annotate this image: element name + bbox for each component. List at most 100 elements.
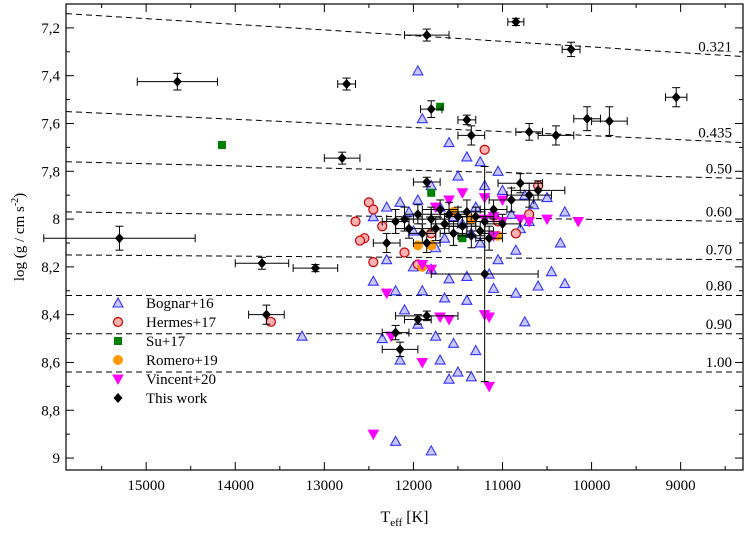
mass-track-line: [65, 161, 744, 179]
data-point: [436, 102, 445, 111]
data-point: [443, 373, 455, 384]
legend-label: Su+17: [146, 334, 186, 350]
data-point: [471, 211, 481, 222]
data-point: [475, 226, 485, 237]
y-tick-label: 7,4: [41, 69, 60, 85]
data-point: [551, 130, 561, 141]
data-point: [545, 265, 558, 277]
data-point: [456, 188, 469, 199]
data-point: [395, 344, 405, 355]
y-tick-label: 8: [53, 212, 61, 228]
data-point: [429, 330, 442, 341]
data-points: [43, 16, 688, 456]
mass-track-line: [65, 254, 744, 261]
mass-track-label: 0.90: [706, 317, 732, 333]
data-point: [398, 303, 411, 315]
data-point: [380, 200, 393, 212]
x-tick-label: 13000: [306, 478, 344, 494]
data-point: [671, 92, 681, 103]
mass-tracks: 0.321 0.435 0.50 0.60 0.70 0.80 0.90 1.00: [65, 13, 744, 373]
data-point: [380, 253, 393, 265]
data-point: [438, 232, 451, 243]
data-point: [479, 144, 490, 155]
x-axis-label: Teff [K]: [380, 509, 428, 528]
data-point: [509, 287, 522, 298]
data-point: [368, 204, 379, 215]
data-point: [261, 309, 271, 320]
data-point: [462, 114, 472, 125]
data-point: [417, 228, 427, 239]
mass-track-line: [65, 211, 744, 222]
data-point: [474, 155, 487, 167]
legend: Bognar+16 Hermes+17 Su+17 Romero+19 Vincent+…: [112, 296, 218, 407]
data-point: [413, 314, 423, 325]
y-tick-label: 8,6: [41, 355, 60, 371]
data-point: [458, 234, 467, 243]
data-point: [558, 277, 571, 289]
data-point: [460, 294, 473, 305]
data-point: [416, 112, 429, 124]
data-point: [460, 270, 473, 281]
mass-track-label: 0.60: [706, 204, 732, 220]
series-su-17: [217, 102, 467, 243]
x-tick-label: 11000: [484, 478, 521, 494]
data-point: [363, 197, 374, 208]
legend-marker: [114, 337, 122, 345]
legend-marker: [112, 374, 124, 386]
data-point: [466, 130, 476, 141]
mass-track-label: 0.50: [706, 161, 732, 177]
y-tick-label: 7,2: [41, 21, 60, 37]
data-point: [416, 259, 429, 271]
data-point: [217, 140, 226, 149]
data-point: [541, 214, 553, 226]
data-point: [435, 204, 445, 215]
data-point: [505, 208, 518, 219]
data-point: [434, 312, 446, 324]
x-tick-label: 9000: [666, 478, 696, 494]
data-point: [483, 381, 495, 393]
data-point: [447, 337, 460, 348]
data-point: [440, 218, 450, 229]
data-point: [422, 237, 432, 248]
data-point: [367, 275, 380, 286]
data-point: [452, 365, 464, 377]
data-point: [394, 196, 406, 207]
data-point: [462, 206, 472, 217]
data-point: [558, 205, 571, 217]
legend-label: Hermes+17: [146, 315, 217, 331]
data-point: [443, 195, 455, 206]
data-point: [474, 236, 487, 248]
data-point: [172, 76, 182, 87]
data-point: [484, 233, 494, 244]
data-point: [510, 228, 521, 239]
data-point: [389, 284, 402, 296]
data-point: [443, 314, 455, 326]
x-tick-label: 12000: [395, 478, 433, 494]
data-point: [506, 194, 516, 205]
data-point: [425, 444, 438, 456]
data-point: [469, 344, 482, 356]
data-point: [572, 216, 585, 228]
data-point: [518, 315, 531, 327]
data-point: [403, 205, 415, 217]
data-point: [342, 79, 352, 90]
y-tick-label: 8,8: [41, 403, 60, 419]
data-point: [376, 332, 389, 344]
x-tick-label: 14000: [217, 478, 255, 494]
data-point: [604, 116, 614, 127]
data-point: [533, 185, 543, 196]
axes: 15000 14000 13000 12000 11000 10000 9000 7,2 7,4…: [41, 4, 743, 494]
y-axis-label: log (g / cm s-2): [10, 193, 28, 281]
data-point: [382, 237, 392, 248]
mass-track-label: 0.70: [706, 243, 732, 259]
data-point: [391, 327, 401, 338]
data-point: [452, 169, 464, 181]
legend-label: Romero+19: [146, 353, 218, 369]
y-tick-label: 7,8: [41, 164, 60, 180]
data-point: [425, 264, 438, 276]
data-point: [492, 165, 504, 176]
data-point: [296, 330, 308, 341]
data-point: [527, 198, 540, 210]
legend-marker: [113, 355, 123, 365]
